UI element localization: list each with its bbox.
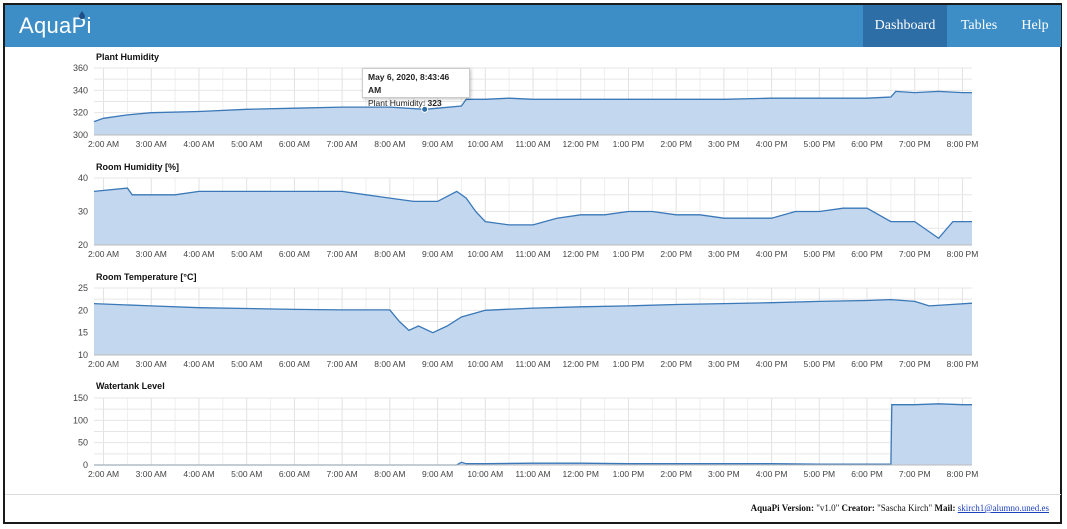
footer-version-value: "v1.0" bbox=[813, 503, 842, 513]
footer-creator-label: Creator: bbox=[841, 503, 875, 513]
tooltip-label: Plant Humidity: bbox=[368, 98, 428, 108]
tooltip-date: May 6, 2020, 8:43:46 AM bbox=[368, 72, 450, 95]
footer-version-label: AquaPi Version: bbox=[750, 503, 814, 513]
chart-tooltip: May 6, 2020, 8:43:46 AM Plant Humidity: … bbox=[362, 68, 470, 108]
nav-tables[interactable]: Tables bbox=[960, 18, 998, 33]
nav-dashboard[interactable]: Dashboard bbox=[863, 5, 947, 47]
footer-divider bbox=[5, 494, 1061, 495]
water-drop-icon bbox=[79, 11, 85, 19]
chart-title-plant-humidity: Plant Humidity bbox=[96, 52, 160, 62]
nav-help[interactable]: Help bbox=[1021, 18, 1049, 33]
footer-mail-label: Mail: bbox=[934, 503, 956, 513]
chart-title-room-temperature: Room Temperature [°C] bbox=[96, 272, 197, 282]
tooltip-line: Plant Humidity: 323 bbox=[368, 97, 464, 110]
footer-mail-link[interactable]: skirch1@alumno.uned.es bbox=[957, 503, 1049, 513]
footer: AquaPi Version: "v1.0" Creator: "Sascha … bbox=[751, 503, 1049, 513]
chart-title-room-humidity: Room Humidity [%] bbox=[96, 162, 179, 172]
top-navbar: AquaPi Dashboard Tables Help bbox=[5, 5, 1061, 47]
tooltip-value: 323 bbox=[427, 98, 442, 108]
footer-creator-value: "Sascha Kirch" bbox=[874, 503, 935, 513]
app-frame bbox=[3, 3, 1062, 524]
chart-title-watertank-level: Watertank Level bbox=[96, 381, 165, 391]
